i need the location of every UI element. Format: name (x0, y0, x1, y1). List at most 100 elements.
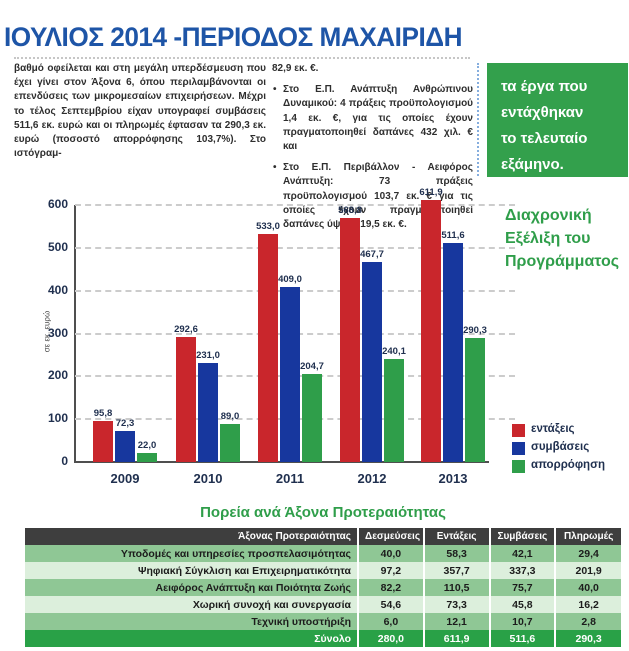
bar-απορρόφηση-2009 (137, 452, 157, 462)
table-total-cell: Σύνολο (25, 630, 358, 647)
table-header-cell: Πληρωμές (554, 528, 621, 545)
table-cell: 75,7 (488, 579, 556, 596)
column-divider (477, 63, 479, 176)
y-axis-tick-label: 500 (47, 239, 68, 254)
table-cell: Αειφόρος Ανάπτυξη και Ποιότητα Ζωής (25, 579, 358, 596)
priority-axis-table: Άξονας Προτεραιότητας Δεσμεύσεις Εντάξεις Σ… (25, 528, 621, 647)
table-cell: 337,3 (488, 562, 556, 579)
table-cell: 42,1 (488, 545, 556, 562)
table-cell: 10,7 (488, 613, 556, 630)
chart-heading-line: Διαχρονική (505, 207, 592, 224)
table-header-cell: Συμβάσεις (488, 528, 556, 545)
gridline (75, 289, 515, 292)
bar-εντάξεις-2012 (340, 218, 360, 462)
legend-swatch-εντάξεις (512, 424, 525, 437)
table-cell: 58,3 (422, 545, 490, 562)
table-total-row: Σύνολο 280,0 611,9 511,6 290,3 (25, 630, 621, 647)
table-total-cell: 280,0 (357, 630, 424, 647)
body-column-2: 82,9 εκ. €. Στο Ε.Π. Ανάπτυξη Ανθρώπινου… (272, 62, 473, 239)
bar-απορρόφηση-2011 (302, 374, 322, 462)
body-amount-line: 82,9 εκ. €. (272, 63, 319, 74)
bar-value-label: 290,3 (463, 324, 487, 336)
bar-value-label: 72,3 (115, 418, 135, 430)
callout-line: το τελευταίο (501, 130, 588, 147)
bar-απορρόφηση-2013 (465, 337, 485, 462)
table-cell: Ψηφιακή Σύγκλιση και Επιχειρηματικότητα (25, 562, 358, 579)
bar-value-label: 204,7 (300, 361, 324, 373)
legend-label: απορρόφηση (531, 459, 605, 471)
table-total-cell: 511,6 (488, 630, 556, 647)
table-row: Υποδομές και υπηρεσίες προσπελασιμότητας… (25, 545, 621, 562)
bar-εντάξεις-2009 (93, 420, 113, 462)
table-cell: 40,0 (554, 579, 621, 596)
table-cell: 357,7 (422, 562, 490, 579)
table-cell: 16,2 (554, 596, 621, 613)
table-cell: 29,4 (554, 545, 621, 562)
table-row: Χωρική συνοχή και συνεργασία 54,6 73,3 45,8… (25, 596, 621, 613)
table-header-cell: Εντάξεις (422, 528, 490, 545)
bar-value-label: 409,0 (278, 273, 302, 285)
y-axis-tick-label: 0 (61, 454, 68, 468)
gridline (75, 375, 515, 378)
gridline (75, 418, 515, 421)
x-axis-line (74, 461, 489, 463)
bar-συμβάσεις-2013 (443, 242, 463, 462)
bar-value-label: 89,0 (220, 410, 240, 422)
table-cell: 54,6 (357, 596, 424, 613)
bar-συμβάσεις-2009 (115, 431, 135, 462)
bar-value-label: 292,6 (174, 323, 198, 335)
bar-εντάξεις-2010 (176, 336, 196, 462)
body-column-1: βαθμό οφείλεται και στη μεγάλη υπερδέσμε… (14, 62, 266, 161)
x-axis-year-label: 2011 (275, 471, 305, 486)
bar-συμβάσεις-2011 (280, 286, 300, 462)
callout-line: εντάχθηκαν (501, 104, 584, 121)
legend-swatch-συμβάσεις (512, 442, 525, 455)
table-total-cell: 611,9 (422, 630, 490, 647)
table-cell: 73,3 (422, 596, 490, 613)
callout-line: τα έργα που (501, 78, 588, 95)
bullet-list: Στο Ε.Π. Ανάπτυξη Ανθρώπινου Δυναμικού: … (272, 83, 473, 232)
bar-value-label: 95,8 (93, 407, 113, 419)
table-cell: 2,8 (554, 613, 621, 630)
chart-heading: Διαχρονική Εξέλιξη του Προγράμματος (505, 204, 625, 273)
x-axis-year-label: 2012 (357, 471, 387, 486)
bar-value-label: 467,7 (360, 248, 384, 260)
bar-συμβάσεις-2012 (362, 261, 382, 462)
chart-heading-line: Προγράμματος (505, 253, 620, 270)
bar-value-label: 22,0 (137, 439, 157, 451)
gridline (75, 246, 515, 249)
table-cell: 201,9 (554, 562, 621, 579)
bar-εντάξεις-2011 (258, 233, 278, 462)
x-axis-year-label: 2009 (110, 471, 140, 486)
table-cell: 110,5 (422, 579, 490, 596)
bar-απορρόφηση-2010 (220, 423, 240, 462)
y-axis-tick-label: 600 (47, 197, 68, 211)
table-total-cell: 290,3 (554, 630, 621, 647)
y-axis-tick-label: 300 (47, 325, 68, 340)
y-axis-tick-label: 200 (47, 368, 68, 383)
bar-συμβάσεις-2010 (198, 363, 218, 462)
y-axis-tick-label: 400 (47, 282, 68, 297)
bar-απορρόφηση-2012 (384, 359, 404, 462)
table-cell: Υποδομές και υπηρεσίες προσπελασιμότητας (25, 545, 358, 562)
table-cell: 40,0 (357, 545, 424, 562)
y-axis-title: σε εκ. ευρώ (42, 310, 52, 353)
page-title: ΙΟΥΛΙΟΣ 2014 -ΠΕΡΙΟΔΟΣ ΜΑΧΑΙΡΙΔΗ (4, 22, 463, 53)
bullet-item: Στο Ε.Π. Ανάπτυξη Ανθρώπινου Δυναμικού: … (272, 83, 473, 154)
legend-label: εντάξεις (531, 423, 575, 435)
table-cell: 45,8 (488, 596, 556, 613)
table-header-row: Άξονας Προτεραιότητας Δεσμεύσεις Εντάξεις Σ… (25, 528, 621, 545)
table-header-cell: Άξονας Προτεραιότητας (25, 528, 358, 545)
table-header-cell: Δεσμεύσεις (357, 528, 424, 545)
table-row: Τεχνική υποστήριξη 6,0 12,1 10,7 2,8 (25, 613, 621, 630)
legend-swatch-απορρόφηση (512, 460, 525, 473)
table-cell: 6,0 (357, 613, 424, 630)
x-axis-year-label: 2010 (193, 471, 223, 486)
table-cell: Χωρική συνοχή και συνεργασία (25, 596, 358, 613)
table-cell: 97,2 (357, 562, 424, 579)
body-paragraph: βαθμό οφείλεται και στη μεγάλη υπερδέσμε… (14, 63, 266, 160)
gridline (75, 332, 515, 335)
legend-label: συμβάσεις (531, 441, 590, 453)
table-cell: 12,1 (422, 613, 490, 630)
